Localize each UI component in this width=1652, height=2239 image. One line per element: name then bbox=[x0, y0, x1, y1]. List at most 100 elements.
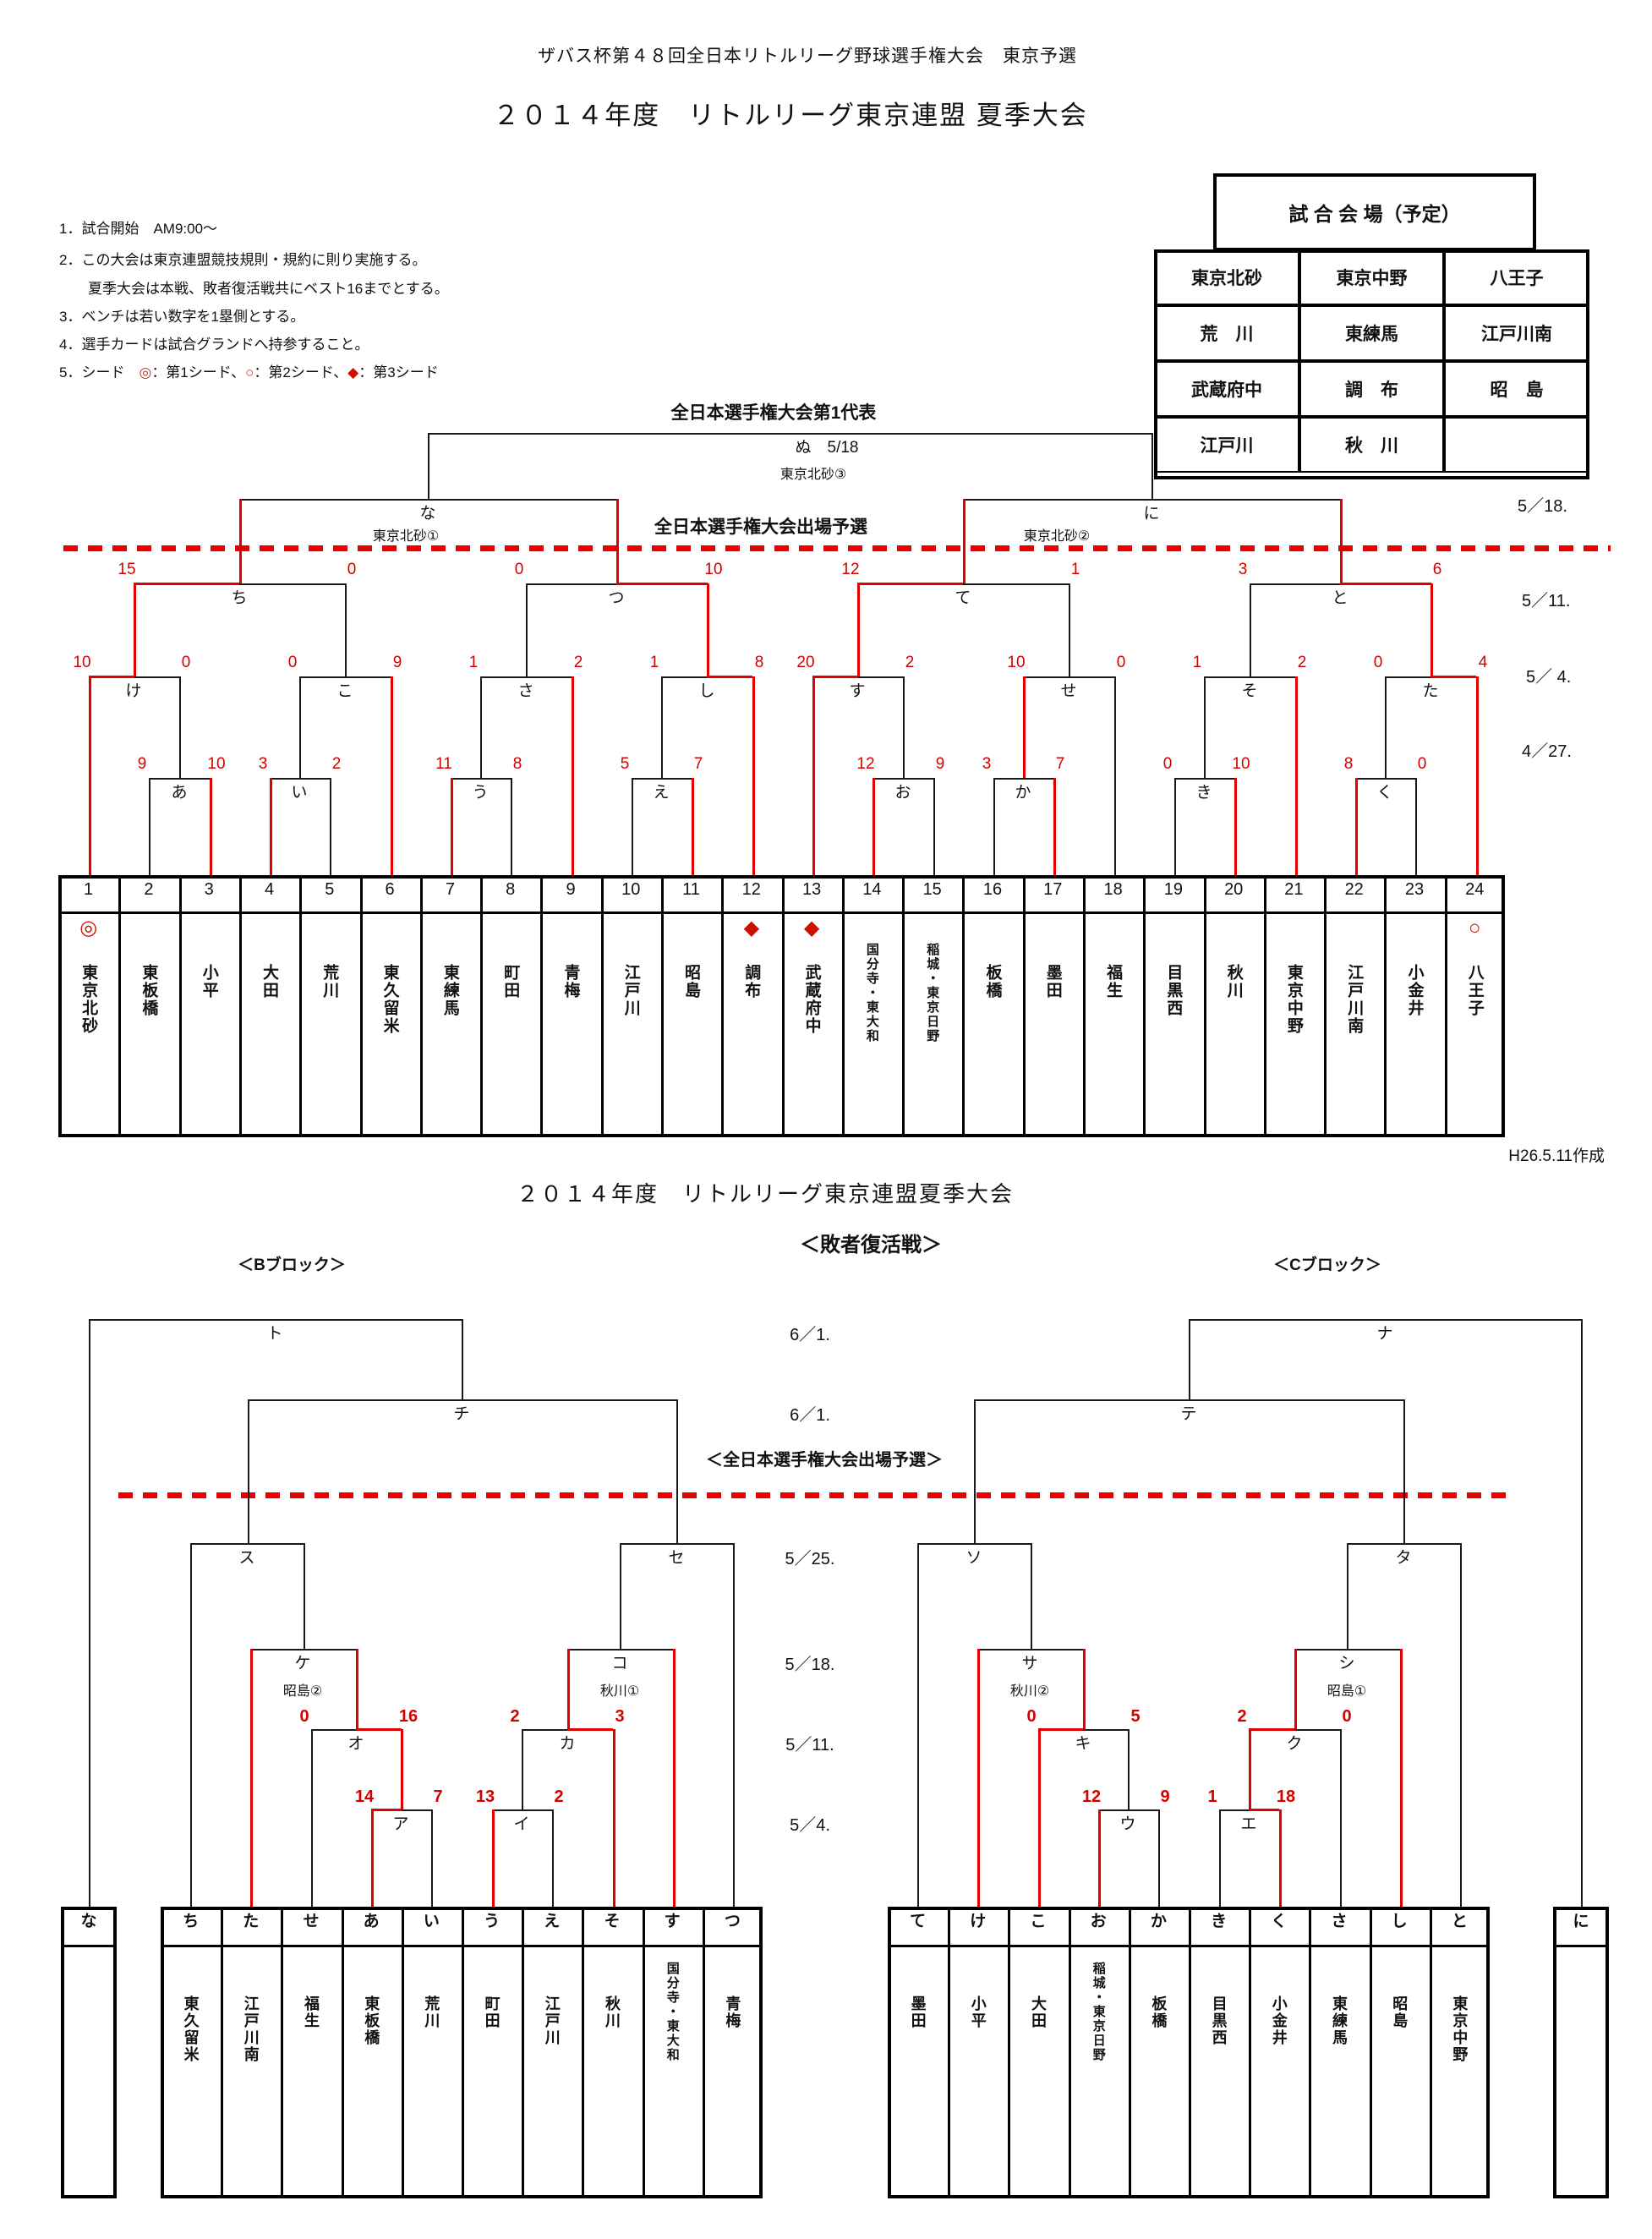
bracket-line bbox=[299, 676, 391, 678]
revival-match-label-カ: カ bbox=[559, 1735, 576, 1753]
team-name: 目黒西 bbox=[1164, 964, 1183, 1017]
bracket-line bbox=[1415, 778, 1417, 875]
score-て-left: 12 bbox=[841, 561, 860, 578]
revival-team-name: 江戸川 bbox=[543, 1995, 561, 2046]
venue-cell: 調 布 bbox=[1299, 361, 1444, 417]
team-number: 20 bbox=[1224, 880, 1244, 899]
winner-path bbox=[1038, 1728, 1083, 1731]
revival-column-label: け bbox=[970, 1913, 987, 1930]
grid-divider bbox=[299, 875, 303, 1137]
bracket-line bbox=[190, 1543, 304, 1545]
team-number: 15 bbox=[922, 880, 942, 899]
winner-path bbox=[239, 499, 242, 583]
match-label-け: け bbox=[125, 682, 142, 700]
revival-team-name: 福生 bbox=[303, 1995, 320, 2029]
match-label-た: た bbox=[1422, 682, 1439, 700]
revival-column-label: す bbox=[664, 1913, 681, 1930]
score-け-left: 10 bbox=[73, 654, 91, 671]
venue-table-body bbox=[1154, 249, 1589, 479]
revival-score-イ-left: 13 bbox=[475, 1787, 495, 1806]
match-label-せ: せ bbox=[1060, 682, 1077, 700]
grid-divider bbox=[1022, 875, 1026, 1137]
winner-path bbox=[673, 1649, 676, 1907]
revival-match-label-ク: ク bbox=[1286, 1735, 1303, 1753]
bracket-line bbox=[632, 778, 692, 780]
revival-score-オ-right: 16 bbox=[398, 1707, 418, 1726]
bracket-line bbox=[1204, 676, 1206, 778]
revival-round-date-3: 5／18. bbox=[785, 1656, 835, 1674]
score-と-right: 6 bbox=[1432, 561, 1442, 578]
grid-divider bbox=[1128, 1907, 1131, 2198]
rule-1: 1．試合開始 AM9:00～ bbox=[59, 221, 218, 237]
grid-divider bbox=[642, 1907, 645, 2198]
venue-cell: 東京北砂 bbox=[1154, 249, 1299, 305]
winner-path bbox=[250, 1649, 253, 1907]
winner-path bbox=[872, 778, 875, 875]
bracket-line bbox=[1249, 1729, 1340, 1731]
revival-score-ア-right: 7 bbox=[433, 1787, 443, 1806]
winner-path bbox=[371, 1809, 374, 1907]
winner-path bbox=[492, 1809, 495, 1907]
revival-match-label-オ: オ bbox=[347, 1735, 364, 1753]
created-note: H26.5.11作成 bbox=[1508, 1147, 1605, 1165]
winner-path bbox=[572, 676, 574, 875]
grid-divider bbox=[1324, 875, 1327, 1137]
match-label-う: う bbox=[472, 784, 489, 802]
score-く-right: 0 bbox=[1417, 755, 1427, 773]
match-label-し: し bbox=[698, 682, 715, 700]
match-venue-に: 東京北砂② bbox=[1023, 529, 1091, 544]
team-name: 東京中野 bbox=[1284, 964, 1303, 1035]
revival-team-name: 東練馬 bbox=[1331, 1995, 1348, 2046]
seed3-label: ：第3シード bbox=[358, 364, 439, 380]
grid-divider bbox=[1553, 1945, 1609, 1947]
score-お-right: 9 bbox=[935, 755, 945, 773]
grid-divider bbox=[1189, 1907, 1191, 2198]
bracket-line bbox=[1038, 1729, 1129, 1731]
block-c-label: ＜Cブロック＞ bbox=[1273, 1256, 1381, 1274]
bracket-line bbox=[1114, 676, 1116, 875]
winner-path bbox=[977, 1649, 980, 1907]
revival-match-venue-サ: 秋川② bbox=[1009, 1684, 1050, 1699]
grid-divider bbox=[1143, 875, 1146, 1137]
team-name: 東京北砂 bbox=[79, 964, 98, 1035]
revival-score-ク-left: 2 bbox=[1237, 1707, 1247, 1726]
bracket-line bbox=[522, 1729, 523, 1809]
main-round-date-3: 4／27. bbox=[1522, 742, 1572, 761]
score-え-right: 7 bbox=[693, 755, 703, 773]
grid-divider bbox=[902, 875, 905, 1137]
winner-path bbox=[451, 778, 453, 875]
bracket-line bbox=[250, 1649, 356, 1651]
winner-path bbox=[1023, 676, 1026, 778]
revival-team-name: 昭島 bbox=[1391, 1995, 1409, 2029]
winner-path bbox=[1340, 499, 1343, 583]
score-う-right: 8 bbox=[512, 755, 522, 773]
score-す-left: 20 bbox=[796, 654, 815, 671]
team-number: 11 bbox=[682, 880, 700, 899]
revival-match-label-セ: セ bbox=[668, 1549, 685, 1567]
bracket-line bbox=[620, 1543, 733, 1545]
bracket-line bbox=[974, 1399, 1403, 1401]
bracket-line bbox=[974, 1399, 976, 1543]
score-あ-left: 9 bbox=[137, 755, 147, 773]
revival-column-label: な bbox=[80, 1913, 97, 1930]
score-し-left: 1 bbox=[649, 654, 659, 671]
revival-match-label-ト: ト bbox=[266, 1325, 283, 1343]
revival-team-name: 江戸川南 bbox=[242, 1995, 260, 2063]
team-name: 秋川 bbox=[1224, 964, 1243, 999]
grid-divider bbox=[61, 1945, 117, 1947]
bracket-line bbox=[1189, 1319, 1190, 1399]
page-subtitle: ザバス杯第４８回全日本リトルリーグ野球選手権大会 東京予選 bbox=[538, 47, 1077, 66]
revival-match-label-ソ: ソ bbox=[965, 1549, 982, 1567]
bracket-line bbox=[857, 583, 1069, 585]
winner-path bbox=[1053, 778, 1056, 875]
revival-match-label-ケ: ケ bbox=[294, 1655, 311, 1672]
bracket-line bbox=[661, 676, 663, 778]
revival-column-label: と bbox=[1451, 1913, 1468, 1930]
team-number: 13 bbox=[801, 880, 822, 899]
revival-match-label-ス: ス bbox=[238, 1549, 255, 1567]
bracket-line bbox=[733, 1543, 735, 1907]
grid-divider bbox=[1384, 875, 1387, 1137]
revival-column-label: い bbox=[423, 1913, 440, 1930]
grid-divider bbox=[480, 875, 483, 1137]
winner-path bbox=[134, 583, 239, 585]
